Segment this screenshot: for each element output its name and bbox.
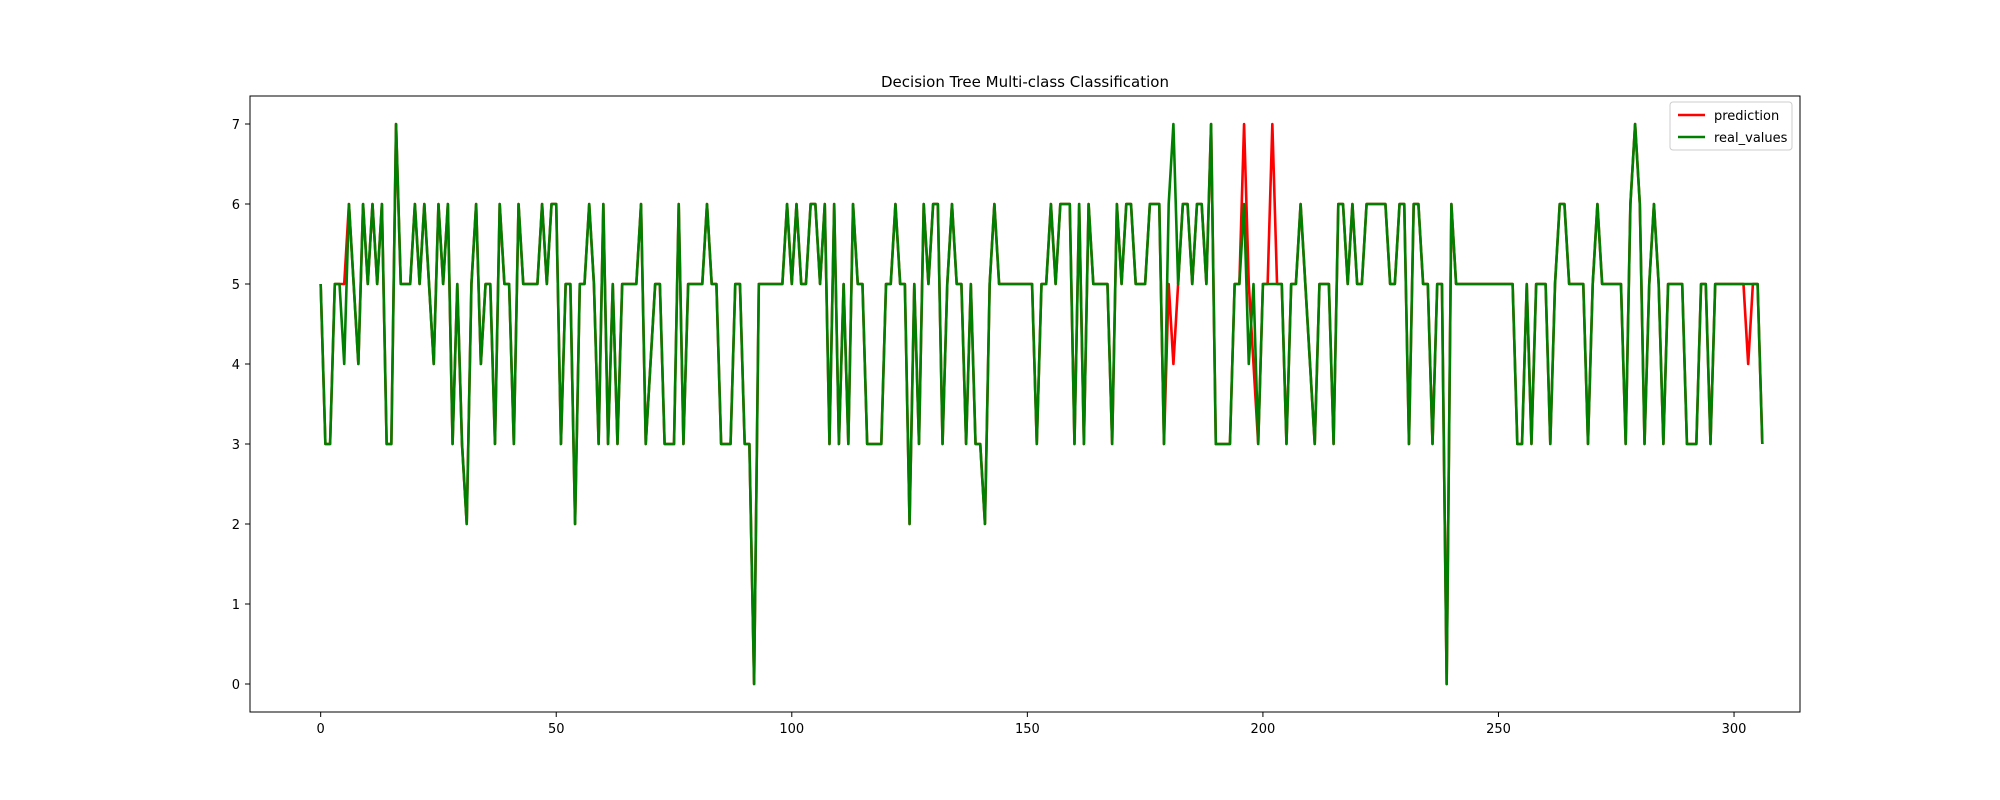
x-axis: 0 50 100 150 200 250 300 (317, 712, 1747, 737)
legend: prediction real_values (1669, 101, 1793, 151)
series-layer (319, 122, 1764, 686)
y-axis: 0 1 2 3 4 5 6 7 (232, 118, 250, 693)
plot-frame (249, 95, 1801, 713)
x-tick-label: 200 (1251, 722, 1276, 737)
series-line-prediction (319, 122, 1764, 686)
x-tick-label: 150 (1015, 722, 1040, 737)
legend-label-prediction: prediction (1714, 109, 1779, 124)
y-tick-label: 0 (232, 678, 240, 693)
x-tick-label: 250 (1486, 722, 1511, 737)
legend-label-real-values: real_values (1714, 131, 1788, 146)
y-tick-label: 7 (232, 118, 240, 133)
y-tick-label: 2 (232, 518, 240, 533)
y-tick-label: 5 (232, 278, 240, 293)
y-tick-label: 3 (232, 438, 240, 453)
x-tick-label: 50 (548, 722, 565, 737)
chart-title: Decision Tree Multi-class Classification (881, 73, 1169, 91)
x-tick-label: 300 (1722, 722, 1747, 737)
y-tick-label: 6 (232, 198, 240, 213)
x-tick-label: 0 (317, 722, 325, 737)
series-line-real-values (319, 122, 1764, 686)
y-tick-label: 1 (232, 598, 240, 613)
y-tick-label: 4 (232, 358, 240, 373)
x-tick-label: 100 (779, 722, 804, 737)
